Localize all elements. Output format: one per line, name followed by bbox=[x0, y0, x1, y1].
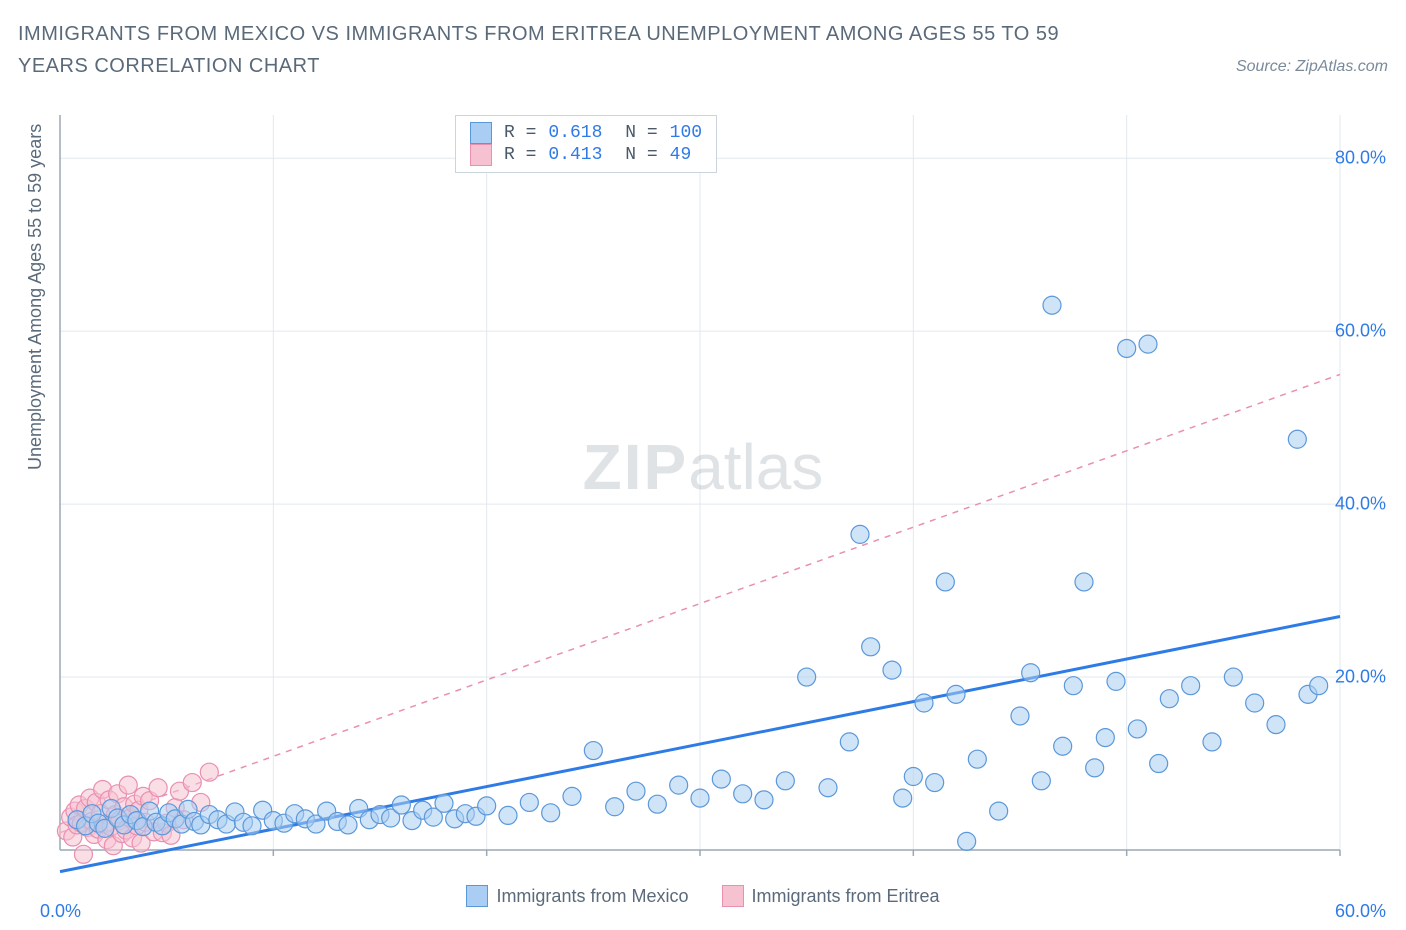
swatch-eritrea bbox=[470, 144, 492, 166]
legend-item-eritrea: Immigrants from Eritrea bbox=[722, 885, 940, 907]
scatter-chart bbox=[55, 110, 1385, 890]
swatch-eritrea-icon bbox=[722, 885, 744, 907]
n-value-eritrea: 49 bbox=[670, 145, 692, 165]
y-tick-label: 40.0% bbox=[1335, 494, 1386, 515]
y-tick-label: 20.0% bbox=[1335, 667, 1386, 688]
swatch-mexico-icon bbox=[466, 885, 488, 907]
header-row: IMMIGRANTS FROM MEXICO VS IMMIGRANTS FRO… bbox=[18, 18, 1388, 82]
legend-row-eritrea: R = 0.413 N = 49 bbox=[470, 144, 702, 166]
n-value-mexico: 100 bbox=[670, 123, 702, 143]
correlation-legend: R = 0.618 N = 100 R = 0.413 N = 49 bbox=[455, 115, 717, 173]
legend-row-mexico: R = 0.618 N = 100 bbox=[470, 122, 702, 144]
plot-area bbox=[55, 110, 1385, 890]
y-axis-label: Unemployment Among Ages 55 to 59 years bbox=[25, 124, 46, 470]
r-value-eritrea: 0.413 bbox=[548, 145, 602, 165]
series-legend: Immigrants from Mexico Immigrants from E… bbox=[0, 885, 1406, 912]
n-label: N = bbox=[614, 145, 657, 165]
r-label: R = bbox=[504, 123, 536, 143]
y-tick-label: 80.0% bbox=[1335, 148, 1386, 169]
legend-label-mexico: Immigrants from Mexico bbox=[496, 886, 688, 907]
n-label: N = bbox=[614, 123, 657, 143]
x-origin-label: 0.0% bbox=[40, 901, 81, 922]
r-label: R = bbox=[504, 145, 536, 165]
chart-title: IMMIGRANTS FROM MEXICO VS IMMIGRANTS FRO… bbox=[18, 18, 1118, 82]
y-tick-label: 60.0% bbox=[1335, 321, 1386, 342]
legend-item-mexico: Immigrants from Mexico bbox=[466, 885, 688, 907]
legend-label-eritrea: Immigrants from Eritrea bbox=[752, 886, 940, 907]
x-end-label: 60.0% bbox=[1335, 901, 1386, 922]
source-attribution: Source: ZipAtlas.com bbox=[1236, 18, 1388, 76]
r-value-mexico: 0.618 bbox=[548, 123, 602, 143]
swatch-mexico bbox=[470, 122, 492, 144]
